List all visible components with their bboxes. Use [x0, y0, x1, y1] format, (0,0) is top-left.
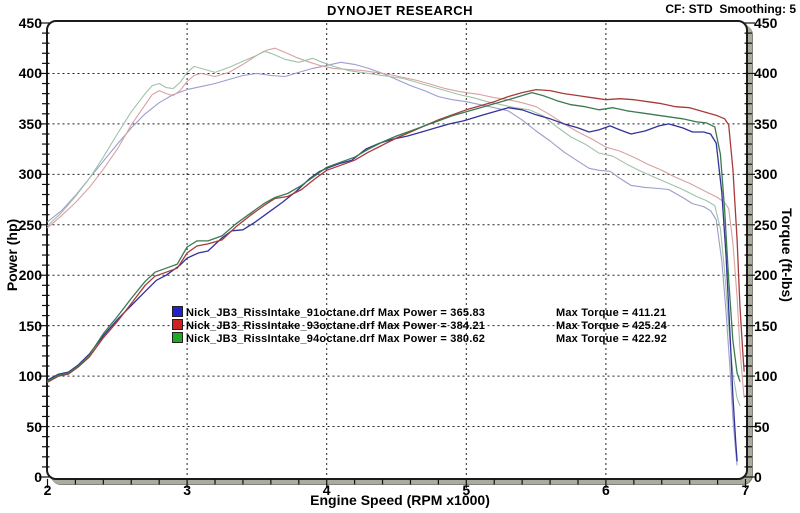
y-left-tick-label: 350 — [18, 115, 42, 132]
y-right-tick-label: 400 — [754, 65, 778, 82]
plot-frame — [46, 20, 748, 480]
y-right-axis-label: Torque (ft-lbs) — [779, 208, 795, 302]
legend-row: Nick_JB3_RissIntake_93octane.drf Max Pow… — [172, 319, 667, 332]
legend: Nick_JB3_RissIntake_91octane.drf Max Pow… — [172, 306, 667, 345]
legend-file-power-label: Nick_JB3_RissIntake_91octane.drf Max Pow… — [186, 307, 486, 319]
y-right-tick-label: 250 — [754, 216, 778, 233]
y-left-tick-label: 150 — [18, 317, 42, 334]
y-left-tick-label: 100 — [18, 368, 42, 385]
legend-torque-label: Max Torque = 422.92 — [556, 333, 667, 345]
legend-torque-label: Max Torque = 411.21 — [556, 307, 667, 319]
y-left-tick-label: 50 — [26, 418, 42, 435]
legend-file-power-label: Nick_JB3_RissIntake_93octane.drf Max Pow… — [186, 320, 486, 332]
y-right-tick-label: 200 — [754, 267, 778, 284]
y-left-tick-label: 250 — [18, 216, 42, 233]
y-right-tick-label: 350 — [754, 115, 778, 132]
y-left-axis-label: Power (hp) — [4, 218, 20, 292]
y-left-tick-label: 400 — [18, 65, 42, 82]
x-tick-label: 3 — [183, 482, 191, 498]
y-right-tick-label: 300 — [754, 166, 778, 183]
y-right-tick-label: 100 — [754, 368, 778, 385]
legend-torque-label: Max Torque = 425.24 — [556, 320, 667, 332]
y-left-tick-label: 300 — [18, 166, 42, 183]
y-left-tick-label: 450 — [18, 15, 42, 31]
x-tick-label: 5 — [462, 482, 471, 498]
x-tick-label: 6 — [601, 482, 610, 498]
y-right-tick-label: 450 — [754, 15, 778, 31]
chart-title: DYNOJET RESEARCH — [327, 3, 473, 18]
x-tick-label: 4 — [322, 482, 331, 498]
x-axis-label: Engine Speed (RPM x1000) — [310, 492, 490, 508]
y-right-tick-label: 50 — [754, 418, 770, 435]
correction-smoothing-label: CF: STD Smoothing: 5 — [665, 2, 796, 16]
legend-color-swatch-blue — [172, 306, 183, 317]
x-tick-label: 2 — [43, 482, 52, 498]
legend-row: Nick_JB3_RissIntake_91octane.drf Max Pow… — [172, 306, 667, 319]
y-right-tick-label: 150 — [754, 317, 778, 334]
legend-color-swatch-green — [172, 332, 183, 343]
x-tick-label: 7 — [741, 482, 750, 498]
legend-color-swatch-red — [172, 319, 183, 330]
legend-file-power-label: Nick_JB3_RissIntake_94octane.drf Max Pow… — [186, 333, 486, 345]
legend-row: Nick_JB3_RissIntake_94octane.drf Max Pow… — [172, 332, 667, 345]
y-left-tick-label: 0 — [34, 469, 42, 485]
y-right-tick-label: 0 — [754, 469, 762, 485]
y-left-tick-label: 200 — [18, 267, 42, 284]
